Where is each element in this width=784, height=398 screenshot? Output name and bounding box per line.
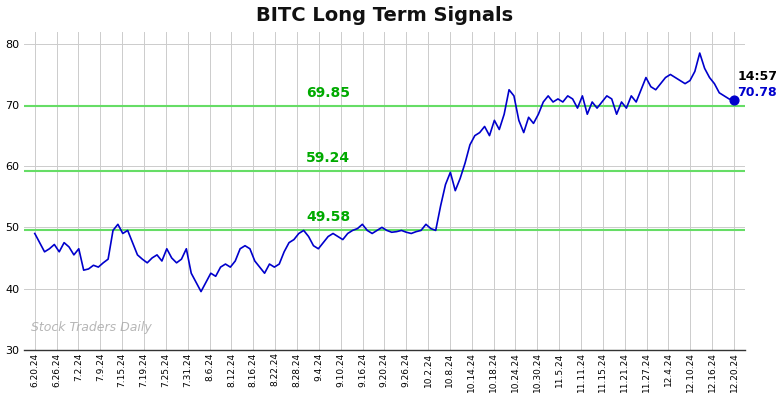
Point [728, 97, 740, 103]
Text: 59.24: 59.24 [307, 151, 350, 165]
Text: 69.85: 69.85 [307, 86, 350, 100]
Text: 70.78: 70.78 [737, 86, 777, 99]
Text: 14:57: 14:57 [737, 70, 777, 83]
Text: 49.58: 49.58 [307, 210, 350, 224]
Text: Stock Traders Daily: Stock Traders Daily [31, 321, 152, 334]
Title: BITC Long Term Signals: BITC Long Term Signals [256, 6, 513, 25]
